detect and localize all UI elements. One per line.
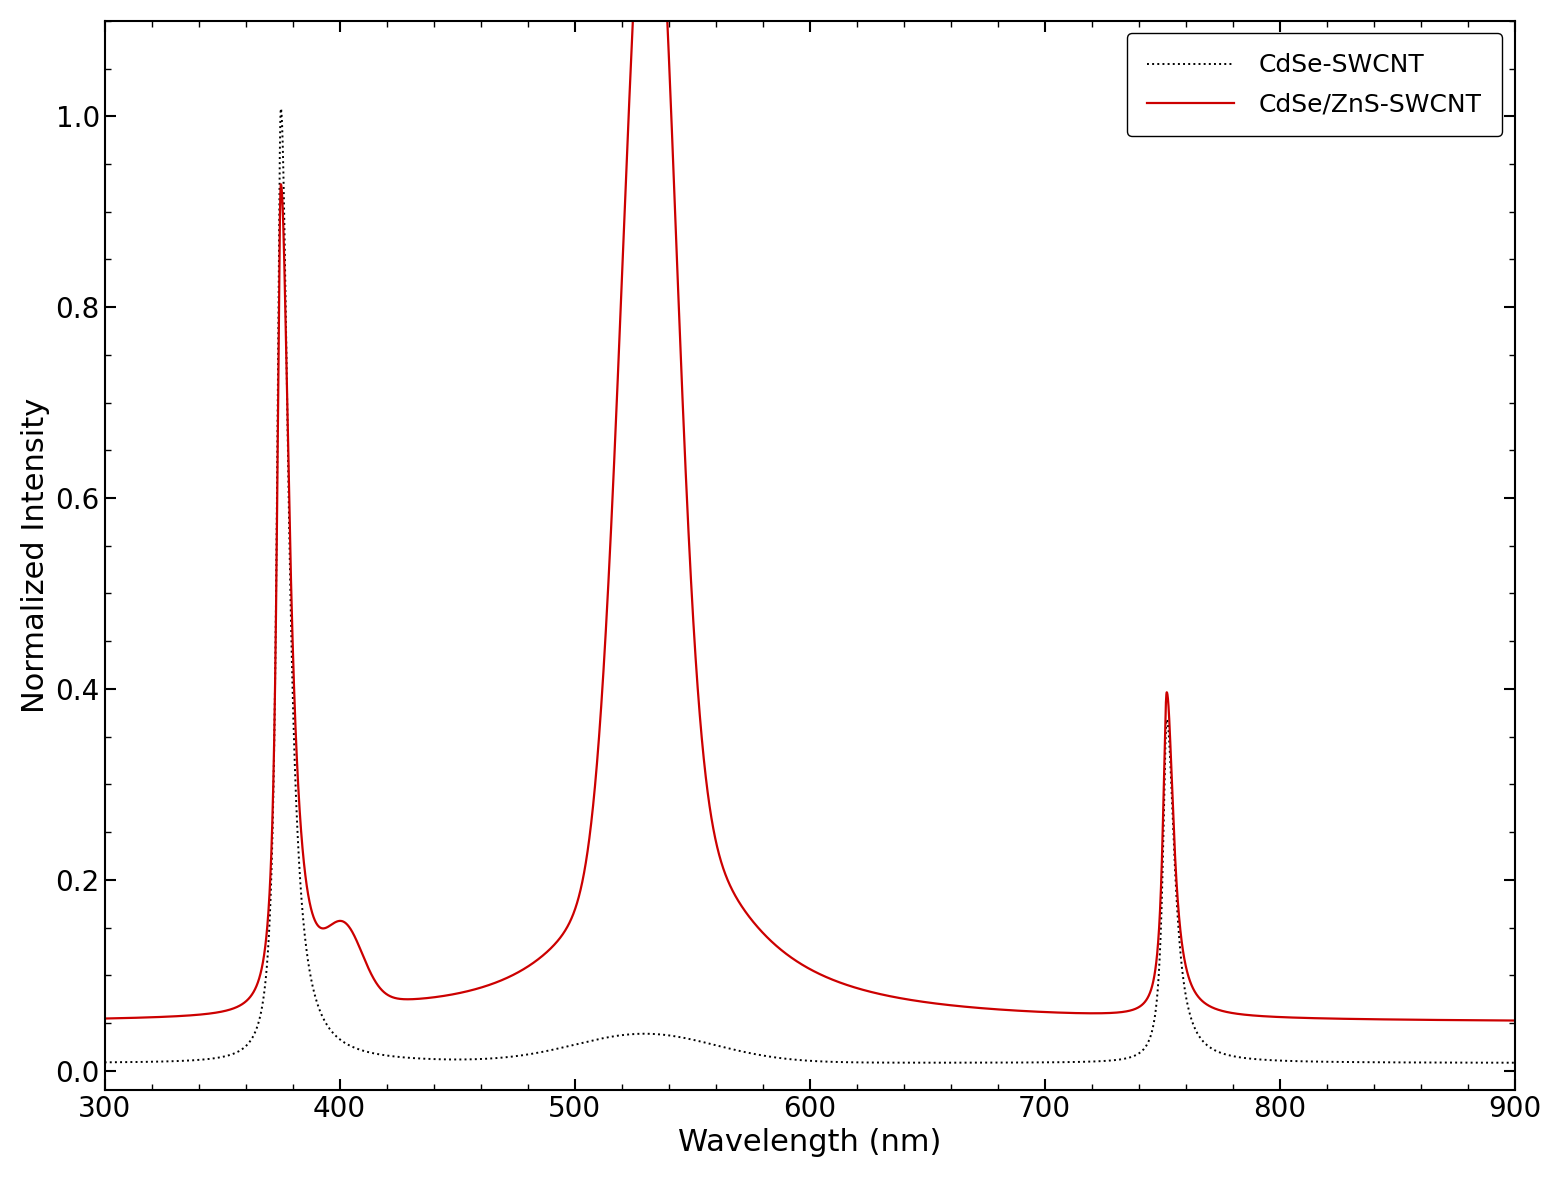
- CdSe-SWCNT: [1506, 1055, 1525, 1070]
- CdSe-SWCNT: [817, 1054, 836, 1068]
- CdSe/ZnS-SWCNT: [169, 1010, 187, 1024]
- Y-axis label: Normalized Intensity: Normalized Intensity: [20, 398, 50, 713]
- CdSe-SWCNT: [953, 1055, 972, 1070]
- CdSe/ZnS-SWCNT: [459, 984, 478, 998]
- CdSe-SWCNT: [305, 985, 323, 999]
- CdSe-SWCNT: [837, 1055, 856, 1070]
- Line: CdSe/ZnS-SWCNT: CdSe/ZnS-SWCNT: [105, 0, 1515, 1020]
- CdSe-SWCNT: [461, 1052, 480, 1066]
- Line: CdSe-SWCNT: CdSe-SWCNT: [105, 108, 1515, 1063]
- X-axis label: Wavelength (nm): Wavelength (nm): [678, 1129, 942, 1157]
- CdSe-SWCNT: [169, 1054, 187, 1068]
- CdSe/ZnS-SWCNT: [953, 999, 972, 1013]
- CdSe-SWCNT: [95, 1055, 114, 1070]
- CdSe/ZnS-SWCNT: [95, 1012, 114, 1026]
- CdSe/ZnS-SWCNT: [817, 971, 836, 985]
- CdSe/ZnS-SWCNT: [305, 911, 323, 925]
- CdSe/ZnS-SWCNT: [1506, 1013, 1525, 1027]
- Legend: CdSe-SWCNT, CdSe/ZnS-SWCNT: CdSe-SWCNT, CdSe/ZnS-SWCNT: [1126, 33, 1503, 137]
- CdSe-SWCNT: [272, 101, 291, 115]
- CdSe/ZnS-SWCNT: [837, 978, 856, 992]
